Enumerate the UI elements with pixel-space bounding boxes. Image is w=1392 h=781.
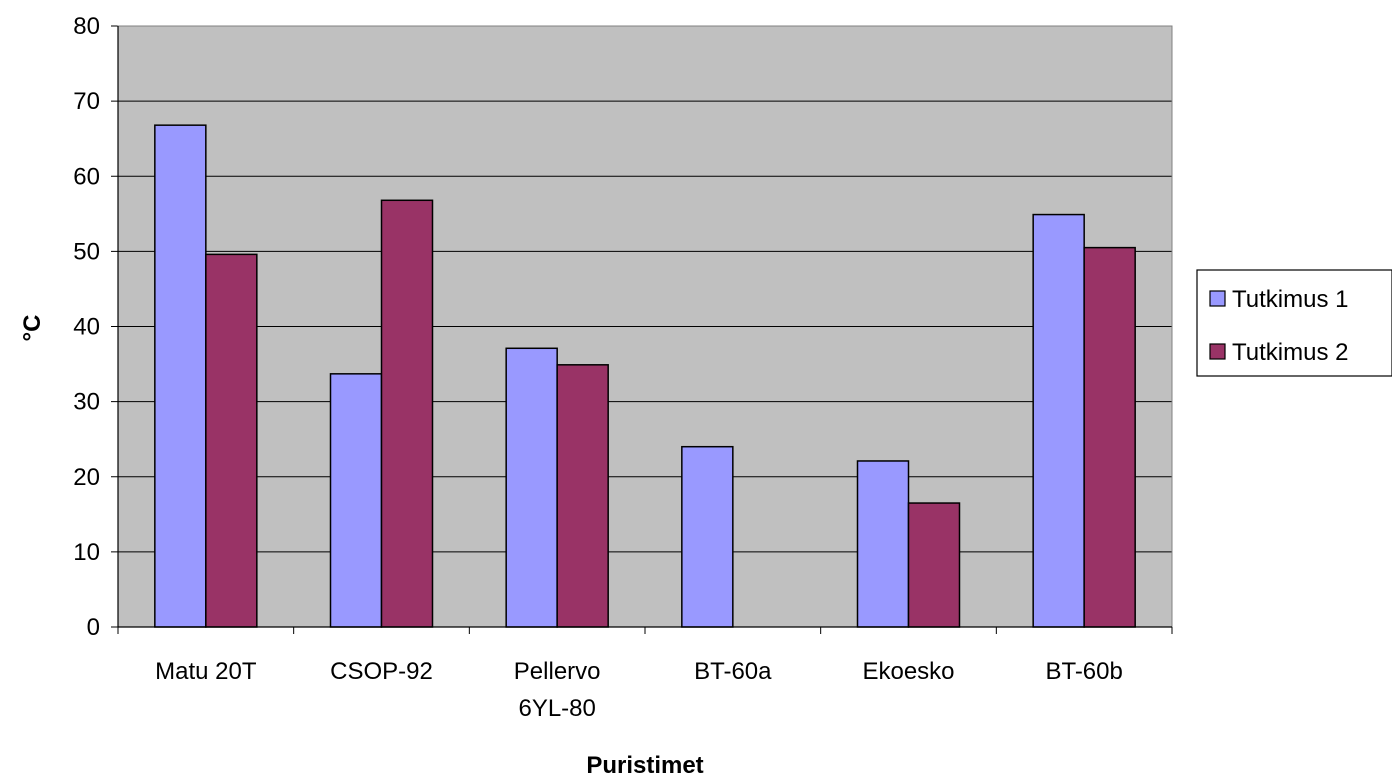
legend: Tutkimus 1 Tutkimus 2 bbox=[1196, 269, 1392, 377]
legend-label: Tutkimus 1 bbox=[1232, 286, 1348, 313]
y-tick-label: 10 bbox=[73, 539, 100, 566]
bar bbox=[505, 347, 558, 628]
x-tick-label: Pellervo bbox=[514, 658, 601, 685]
y-tick-label: 20 bbox=[73, 464, 100, 491]
axes bbox=[111, 25, 1173, 634]
bar bbox=[329, 373, 383, 628]
x-tick-label: CSOP-92 bbox=[330, 658, 433, 685]
y-tick-label: 50 bbox=[73, 238, 100, 265]
bar bbox=[1083, 246, 1136, 628]
bar bbox=[1032, 213, 1085, 628]
y-tick-label: 0 bbox=[87, 614, 100, 641]
y-tick-label: 40 bbox=[73, 314, 100, 341]
x-tick-labels: Matu 20T CSOP-92 Pellervo 6YL-80 BT-60a Ekoes… bbox=[155, 658, 1123, 722]
bars bbox=[154, 124, 1136, 628]
legend-label: Tutkimus 2 bbox=[1232, 339, 1348, 366]
x-tick-label: BT-60a bbox=[694, 658, 772, 685]
x-axis-title: Puristimet bbox=[586, 752, 703, 779]
bar bbox=[380, 199, 434, 628]
legend-swatch bbox=[1209, 343, 1226, 360]
y-tick-label: 70 bbox=[73, 88, 100, 115]
legend-swatch bbox=[1209, 290, 1226, 307]
legend-box bbox=[1196, 269, 1392, 377]
bar bbox=[154, 124, 207, 628]
bar bbox=[556, 364, 609, 628]
x-tick-label: 6YL-80 bbox=[518, 695, 595, 722]
x-tick-label: Ekoesko bbox=[862, 658, 954, 685]
x-tick-label: BT-60b bbox=[1045, 658, 1122, 685]
bar bbox=[856, 460, 910, 628]
bar bbox=[681, 445, 734, 628]
x-tick-label: Matu 20T bbox=[155, 658, 257, 685]
y-axis-title: °C bbox=[19, 315, 46, 342]
y-tick-label: 60 bbox=[73, 163, 100, 190]
bar bbox=[205, 253, 258, 628]
bar bbox=[907, 502, 961, 628]
y-tick-labels: 0 10 20 30 40 50 60 70 80 bbox=[73, 13, 100, 641]
y-tick-label: 80 bbox=[73, 13, 100, 40]
y-tick-label: 30 bbox=[73, 389, 100, 416]
